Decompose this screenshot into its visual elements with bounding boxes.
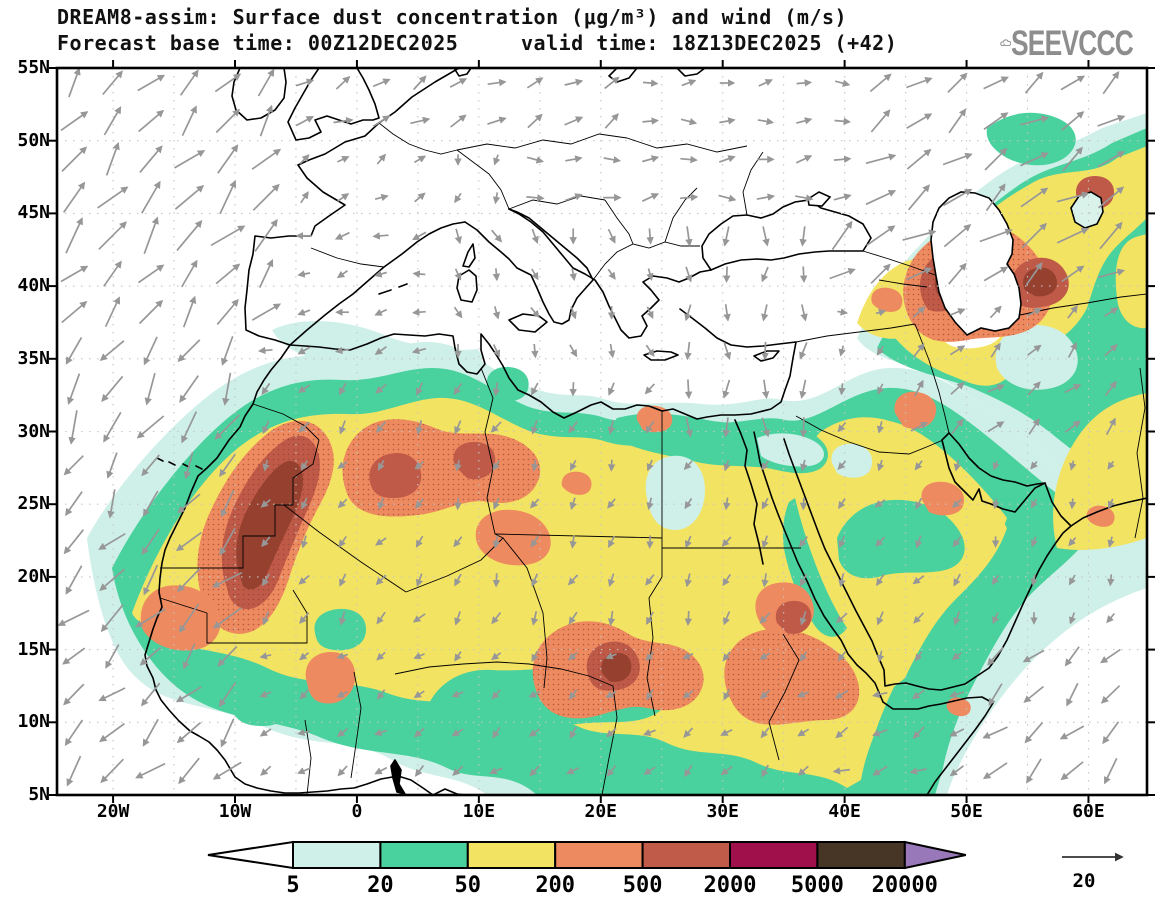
colorbar-level-label: 20000 [871, 873, 938, 898]
colorbar-level-label: 200 [535, 873, 576, 898]
colorbar-level-label: 500 [622, 873, 663, 898]
coastline-layer [144, 68, 1147, 795]
lat-tick-label: 5N [28, 784, 50, 805]
lat-tick-label: 55N [17, 57, 50, 78]
map-canvas [49, 60, 1155, 803]
lon-tick-label: 10W [218, 801, 252, 822]
lon-tick-label: 20E [584, 801, 618, 822]
logo-text: SEEVCCC [1011, 22, 1134, 63]
lat-tick-label: 15N [17, 638, 50, 660]
water-layer [701, 191, 1104, 336]
lon-tick-label: 20W [96, 801, 130, 822]
chart-title: DREAM8-assim: Surface dust concentration… [57, 5, 848, 29]
wind-reference-value: 20 [1073, 870, 1096, 892]
grid-layer [57, 68, 1147, 795]
wind-reference: 20 [1062, 852, 1124, 892]
svg-text:»: » [1003, 43, 1005, 47]
lat-tick-label: 10N [17, 711, 50, 733]
lon-tick-label: 10E [462, 801, 496, 822]
frame-layer [49, 60, 1155, 803]
lat-tick-label: 40N [17, 275, 50, 297]
map-layers [57, 68, 1147, 795]
lat-tick-label: 20N [17, 565, 50, 587]
lon-tick-label: 40E [828, 801, 861, 822]
map-area [49, 60, 1155, 803]
colorbar-scale [207, 840, 967, 870]
colorbar [198, 836, 978, 880]
chart-subtitle: Forecast base time: 00Z12DEC2025 valid t… [57, 31, 898, 55]
lat-tick-label: 35N [17, 347, 50, 369]
colorbar-level-label: 2000 [703, 873, 757, 898]
lon-tick-label: 60E [1072, 801, 1105, 822]
colorbar-level-label: 20 [367, 873, 394, 898]
lon-tick-label: 0 [351, 801, 363, 822]
colorbar-level-label: 5 [286, 873, 300, 898]
lat-tick-label: 50N [17, 129, 50, 151]
lon-tick-label: 30E [706, 801, 739, 822]
colorbar-level-label: 5000 [790, 873, 844, 898]
lat-tick-label: 25N [17, 493, 50, 515]
lat-tick-label: 45N [17, 202, 50, 224]
colorbar-level-label: 50 [454, 873, 482, 898]
wind-layer [57, 68, 1126, 787]
border-layer [159, 122, 1147, 795]
lon-tick-label: 50E [950, 801, 983, 822]
cloud-logo-icon: » [1000, 39, 1012, 47]
lat-tick-label: 30N [17, 420, 50, 442]
seevccc-logo: » SEEVCCC [1000, 20, 1164, 66]
dust-layer [87, 112, 1147, 795]
